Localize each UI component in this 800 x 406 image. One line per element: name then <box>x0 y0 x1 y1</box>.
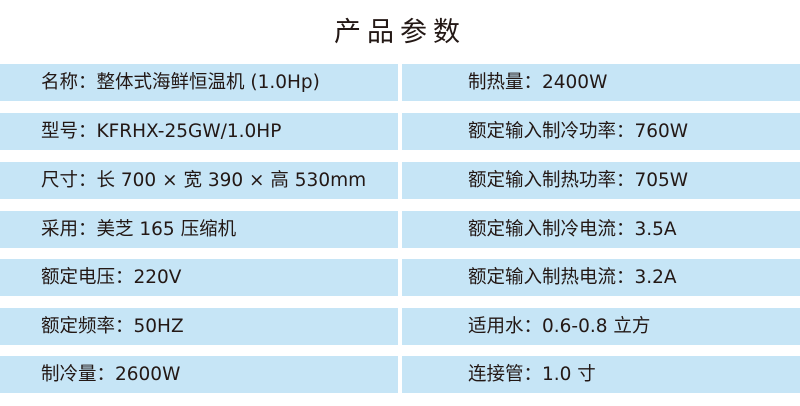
spec-cell-right: 连接管：1.0 寸 <box>402 356 800 393</box>
spec-cell-left: 尺寸：长 700 × 宽 390 × 高 530mm <box>0 162 398 199</box>
table-row: 额定电压：220V 额定输入制热电流：3.2A <box>0 259 800 296</box>
spec-cell-right: 制热量：2400W <box>402 64 800 101</box>
spec-cell-left: 额定频率：50HZ <box>0 308 398 345</box>
spec-cell-left: 制冷量：2600W <box>0 356 398 393</box>
page-title: 产品参数 <box>334 17 466 48</box>
table-row: 制冷量：2600W 连接管：1.0 寸 <box>0 356 800 393</box>
spec-cell-left: 名称：整体式海鲜恒温机 (1.0Hp) <box>0 64 398 101</box>
spec-cell-right: 额定输入制热功率：705W <box>402 162 800 199</box>
spec-cell-right: 额定输入制热电流：3.2A <box>402 259 800 296</box>
spec-cell-left: 型号：KFRHX-25GW/1.0HP <box>0 113 398 150</box>
spec-cell-left: 额定电压：220V <box>0 259 398 296</box>
spec-cell-left: 采用：美芝 165 压缩机 <box>0 211 398 248</box>
spec-cell-right: 额定输入制冷电流：3.5A <box>402 211 800 248</box>
table-row: 采用：美芝 165 压缩机 额定输入制冷电流：3.5A <box>0 211 800 248</box>
table-row: 型号：KFRHX-25GW/1.0HP 额定输入制冷功率：760W <box>0 113 800 150</box>
spec-cell-right: 额定输入制冷功率：760W <box>402 113 800 150</box>
spec-cell-right: 适用水：0.6-0.8 立方 <box>402 308 800 345</box>
table-row: 名称：整体式海鲜恒温机 (1.0Hp) 制热量：2400W <box>0 64 800 101</box>
table-row: 额定频率：50HZ 适用水：0.6-0.8 立方 <box>0 308 800 345</box>
table-row: 尺寸：长 700 × 宽 390 × 高 530mm 额定输入制热功率：705W <box>0 162 800 199</box>
